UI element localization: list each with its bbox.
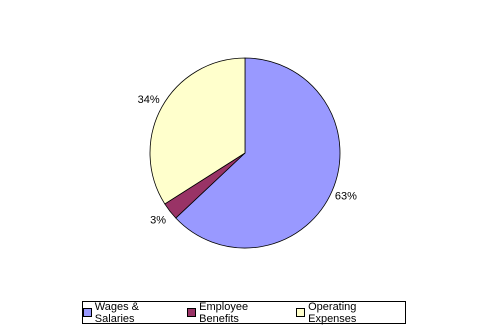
- data-label: 63%: [335, 191, 357, 203]
- chart: 63% 3% 34%: [138, 57, 357, 249]
- pie-slice: [149, 57, 246, 205]
- legend-swatch: [83, 308, 92, 317]
- legend-swatch: [187, 308, 197, 317]
- pie-slice: [175, 57, 341, 249]
- legend-entry: Operating Expenses: [296, 301, 405, 325]
- legend-swatch: [296, 308, 306, 317]
- legend-label: Wages & Salaries: [94, 300, 140, 325]
- legend-label: Operating Expenses: [308, 300, 357, 325]
- data-label: 3%: [150, 214, 166, 226]
- legend: Wages & Salaries Employee Benefits Operati…: [82, 301, 406, 325]
- legend-label: Employee Benefits: [199, 300, 249, 325]
- data-label: 34%: [138, 94, 160, 106]
- legend-entry: Wages & Salaries: [83, 301, 179, 325]
- legend-entry: Employee Benefits: [187, 301, 288, 325]
